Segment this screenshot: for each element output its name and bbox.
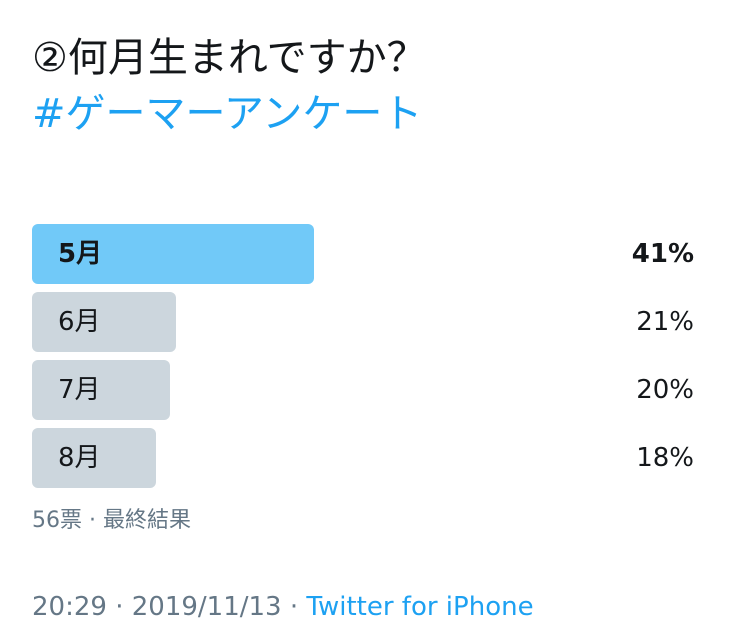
hashtag-link[interactable]: #ゲーマーアンケート [32, 91, 423, 137]
poll-result-bar [32, 428, 156, 488]
poll-status: 最終結果 [102, 508, 191, 533]
separator: · [106, 592, 132, 622]
poll-result-bar [32, 224, 314, 284]
poll-option-percent: 41% [631, 239, 694, 269]
poll-option: 6月 21% [32, 292, 694, 352]
tweet-footer: 20:29 · 2019/11/13 · Twitter for iPhone [32, 587, 534, 627]
poll-result-bar [32, 292, 176, 352]
poll-vote-count: 56票 [32, 508, 82, 533]
poll-option-percent: 18% [636, 443, 694, 473]
poll-option-label: 5月 [58, 239, 103, 269]
tweet-text: ②何月生まれですか？ #ゲーマーアンケート [32, 30, 722, 142]
poll: 5月 41% 6月 21% 7月 20% 8月 18% [32, 224, 694, 496]
poll-option-label: 8月 [58, 443, 101, 473]
poll-result-bar [32, 360, 170, 420]
poll-option-percent: 21% [636, 307, 694, 337]
poll-option-label: 7月 [58, 375, 101, 405]
poll-option: 7月 20% [32, 360, 694, 420]
separator: · [281, 592, 307, 622]
tweet-source-link[interactable]: Twitter for iPhone [306, 592, 534, 622]
tweet-date[interactable]: 2019/11/13 [131, 592, 282, 622]
poll-summary: 56票 · 最終結果 [32, 505, 191, 537]
tweet-question: ②何月生まれですか？ [32, 35, 427, 81]
poll-option-label: 6月 [58, 307, 101, 337]
separator: · [82, 508, 103, 533]
poll-option: 8月 18% [32, 428, 694, 488]
tweet-time[interactable]: 20:29 [32, 592, 107, 622]
poll-option-percent: 20% [636, 375, 694, 405]
poll-option: 5月 41% [32, 224, 694, 284]
